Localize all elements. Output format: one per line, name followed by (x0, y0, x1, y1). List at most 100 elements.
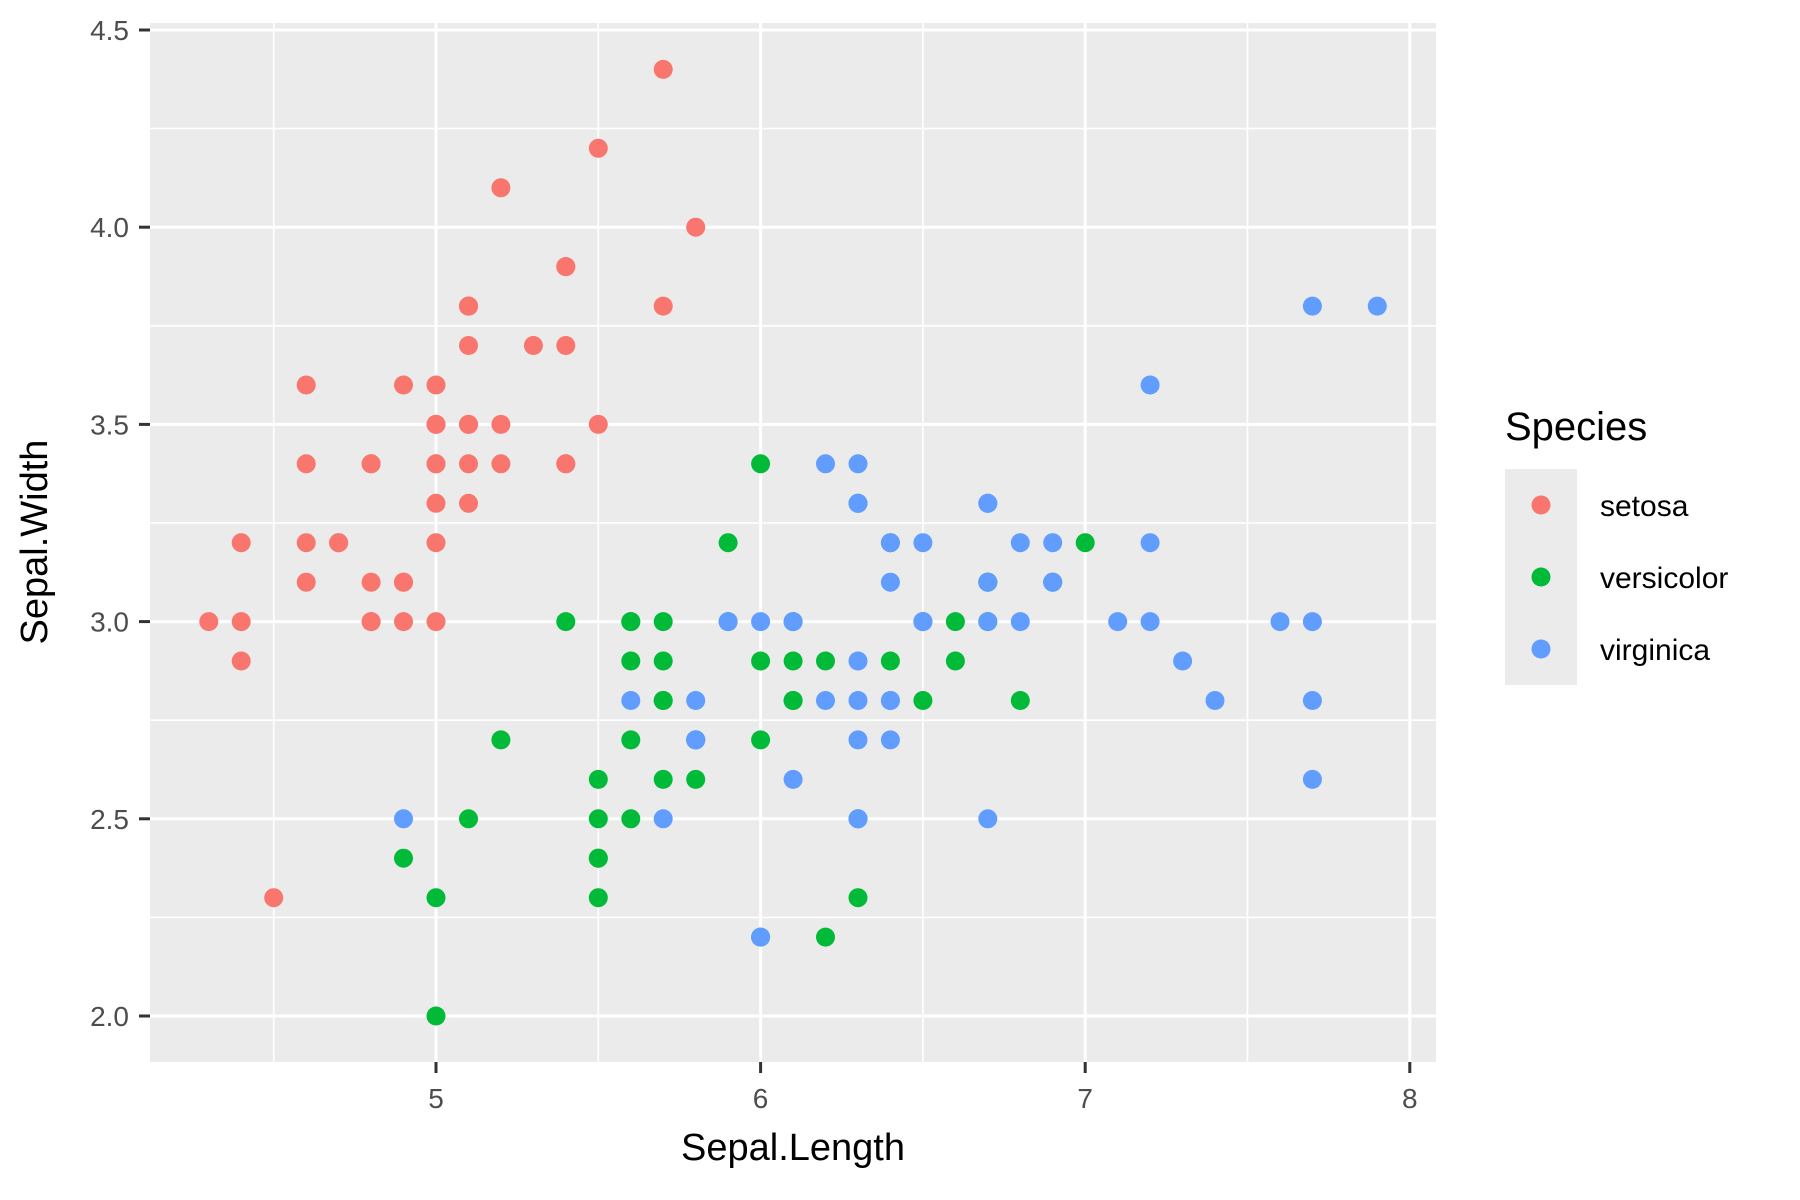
data-point (816, 691, 835, 710)
data-point (978, 572, 998, 592)
data-point (1270, 612, 1290, 632)
data-point (1367, 296, 1387, 316)
data-point (880, 730, 900, 750)
legend-title: Species (1505, 405, 1647, 449)
data-point (718, 612, 738, 632)
data-point (880, 572, 900, 592)
data-point (848, 730, 868, 750)
legend-item-setosa: setosa (1531, 490, 1689, 523)
data-point (426, 612, 446, 632)
data-point (231, 533, 251, 553)
data-point (653, 691, 673, 710)
data-point (1302, 769, 1322, 789)
data-point (653, 769, 673, 789)
legend: Species setosa versicolor virginica (1505, 405, 1728, 685)
data-point (751, 927, 771, 947)
data-point (1140, 375, 1160, 395)
data-point (913, 612, 933, 632)
data-point (978, 612, 998, 632)
x-tick-label: 5 (428, 1083, 444, 1114)
plot-panel (150, 23, 1436, 1062)
series-virginica (394, 296, 1387, 947)
data-point (686, 217, 706, 237)
data-points (199, 59, 1387, 1026)
data-point (1010, 691, 1030, 710)
data-point (783, 691, 803, 710)
x-tick-label: 8 (1402, 1083, 1418, 1114)
data-point (556, 257, 576, 277)
data-point (459, 414, 478, 434)
data-point (394, 572, 413, 592)
data-point (978, 809, 998, 829)
data-point (394, 848, 413, 868)
legend-item-versicolor: versicolor (1531, 562, 1728, 595)
data-point (848, 691, 868, 710)
data-point (296, 533, 316, 553)
data-point (199, 612, 219, 632)
data-point (751, 612, 771, 632)
data-point (1010, 612, 1030, 632)
data-point (426, 375, 446, 395)
data-point (653, 651, 673, 671)
data-point (1302, 296, 1322, 316)
data-point (459, 454, 478, 474)
data-point (394, 809, 413, 829)
data-point (751, 651, 771, 671)
data-point (816, 454, 835, 474)
y-axis-title: Sepal.Width (14, 440, 56, 645)
data-point (556, 612, 576, 632)
data-point (588, 138, 608, 158)
data-point (653, 612, 673, 632)
data-point (880, 691, 900, 710)
data-point (880, 651, 900, 671)
data-point (1043, 572, 1063, 592)
data-point (296, 375, 316, 395)
legend-key-dot-virginica (1531, 639, 1551, 659)
legend-label-setosa: setosa (1600, 490, 1689, 523)
data-point (686, 691, 706, 710)
data-point (459, 809, 478, 829)
data-point (621, 809, 641, 829)
data-point (459, 493, 478, 513)
data-point (848, 888, 868, 908)
data-point (231, 651, 251, 671)
data-point (1173, 651, 1193, 671)
data-point (1302, 691, 1322, 710)
data-point (880, 533, 900, 553)
x-tick-label: 6 (753, 1083, 769, 1114)
data-point (653, 59, 673, 79)
data-point (296, 572, 316, 592)
data-point (816, 927, 835, 947)
legend-key-dot-versicolor (1531, 567, 1551, 587)
data-point (523, 336, 543, 355)
data-point (653, 296, 673, 316)
data-point (1205, 691, 1225, 710)
data-point (394, 375, 413, 395)
data-point (686, 769, 706, 789)
y-tick-label: 2.0 (90, 1001, 129, 1032)
data-point (848, 454, 868, 474)
data-point (718, 533, 738, 553)
data-point (361, 572, 381, 592)
data-point (426, 414, 446, 434)
x-axis: 5 6 7 8 (428, 1062, 1418, 1114)
data-point (459, 296, 478, 316)
data-point (426, 493, 446, 513)
data-point (848, 809, 868, 829)
data-point (588, 809, 608, 829)
data-point (426, 533, 446, 553)
data-point (426, 454, 446, 474)
data-point (816, 651, 835, 671)
data-point (329, 533, 349, 553)
y-tick-label: 4.5 (90, 15, 129, 46)
data-point (945, 651, 965, 671)
data-point (426, 888, 446, 908)
data-point (621, 612, 641, 632)
data-point (1075, 533, 1095, 553)
data-point (848, 493, 868, 513)
data-point (588, 769, 608, 789)
data-point (491, 414, 511, 434)
y-axis: 2.0 2.5 3.0 3.5 4.0 4.5 (90, 15, 150, 1032)
data-point (426, 1006, 446, 1026)
